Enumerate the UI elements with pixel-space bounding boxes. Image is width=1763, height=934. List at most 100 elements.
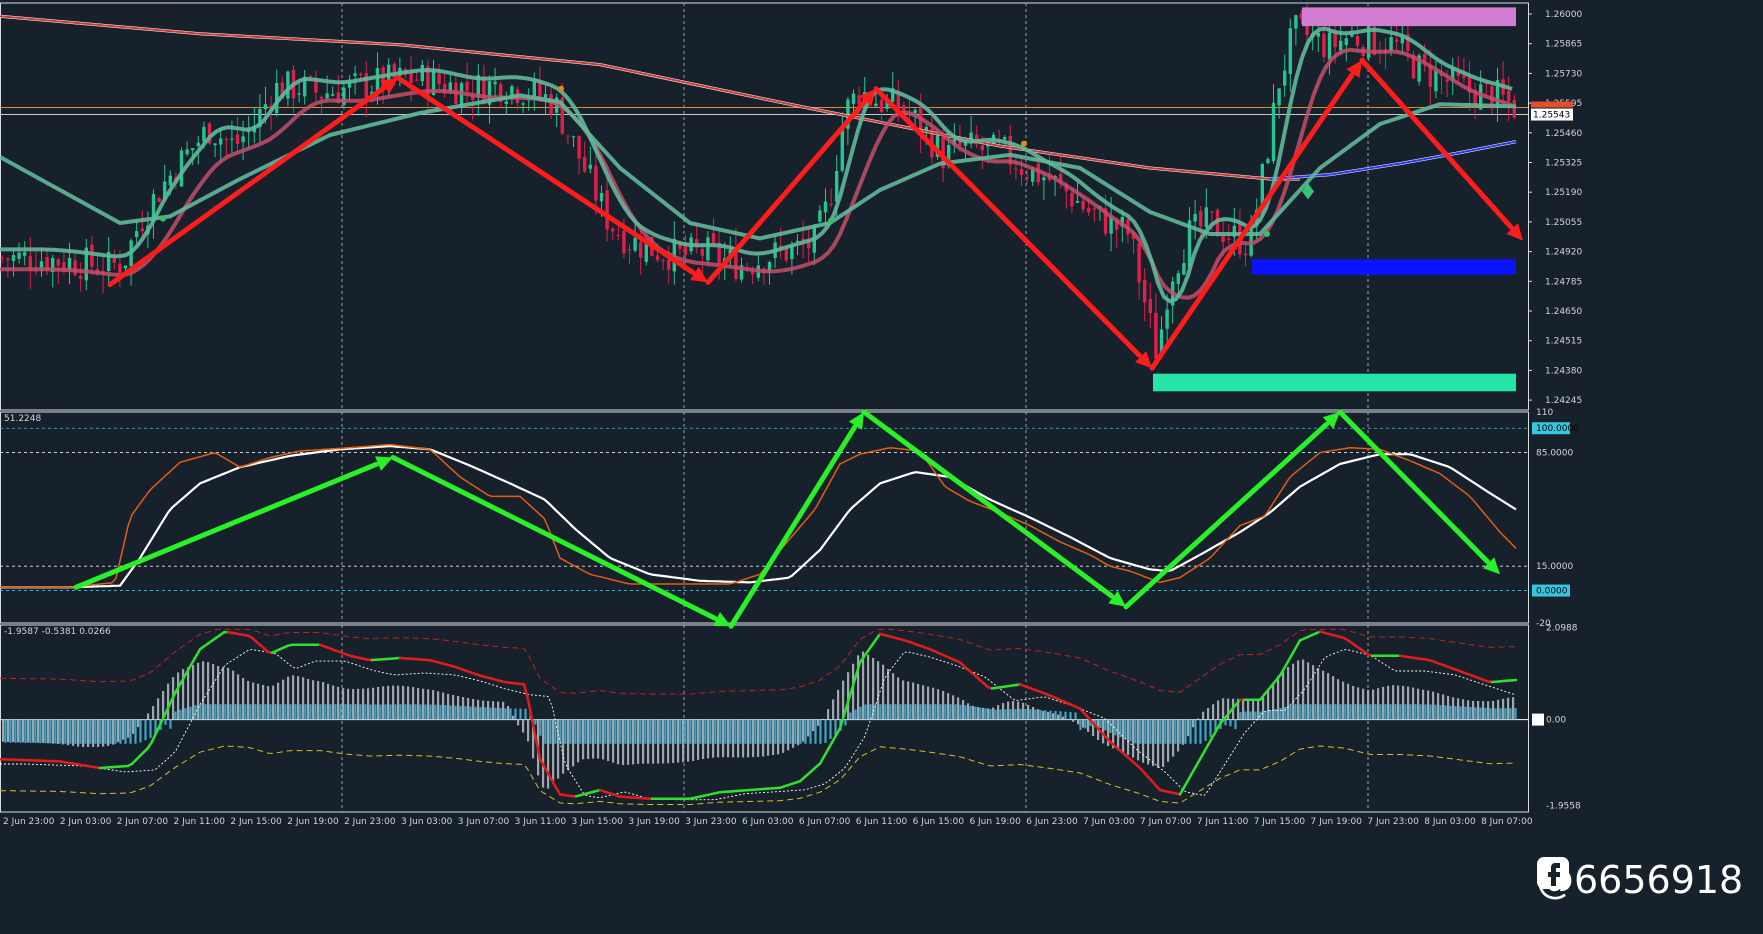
x-tick-label: 2 Jun 23:00 (344, 817, 396, 827)
hist-bar-gray (507, 705, 510, 720)
red-arrow (395, 75, 696, 275)
hist-bar-cyan (824, 719, 827, 743)
hist-bar-cyan (484, 707, 487, 720)
green-arrow (1337, 409, 1490, 564)
hist-bar-gray (1297, 660, 1300, 720)
hist-bar-cyan (14, 719, 17, 743)
hist-bar-gray (707, 719, 710, 759)
candle-body (521, 103, 525, 105)
candle-body (1199, 210, 1203, 227)
hist-bar-cyan (809, 719, 812, 744)
hist-bar-gray (1242, 699, 1245, 720)
hist-bar-cyan (714, 719, 717, 744)
candle-body (286, 71, 290, 99)
candle-body (1221, 234, 1225, 243)
hist-bar-cyan (564, 719, 567, 744)
hist-bar-gray (7, 719, 10, 742)
hist-bar-cyan (679, 719, 682, 744)
hist-bar-cyan (874, 704, 877, 720)
oscillator-segment (1294, 639, 1302, 649)
hist-bar-cyan (334, 704, 337, 720)
candle-body (661, 260, 665, 262)
hist-bar-cyan (969, 706, 972, 720)
oscillator-segment (162, 706, 170, 718)
hist-bar-gray (827, 709, 830, 720)
hist-bar-cyan (1074, 712, 1077, 720)
hist-bar-gray (307, 678, 310, 720)
hist-bar-cyan (1374, 704, 1377, 720)
hist-bar-gray (552, 719, 555, 784)
hist-bar-cyan (1384, 704, 1387, 720)
hist-bar-gray (407, 686, 410, 720)
hist-bar-cyan (109, 719, 112, 744)
candle-body (1148, 299, 1152, 314)
hist-bar-gray (807, 719, 810, 737)
candle-body (1193, 213, 1197, 222)
candle-body (583, 156, 587, 172)
oscillator-segment (554, 786, 562, 796)
hist-bar-cyan (349, 704, 352, 720)
hist-bar-cyan (1424, 704, 1427, 720)
hist-bar-gray (1367, 689, 1370, 720)
candle-body (1266, 159, 1270, 164)
hist-bar-cyan (39, 719, 42, 744)
hist-bar-gray (227, 667, 230, 720)
hist-bar-cyan (1259, 711, 1262, 720)
hist-bar-cyan (1479, 707, 1482, 720)
hist-bar-gray (472, 698, 475, 720)
candle-body (851, 93, 856, 104)
oscillator-segment (154, 723, 162, 735)
hist-bar-cyan (769, 719, 772, 744)
stoch-y-label: 15.0000 (1536, 562, 1573, 572)
x-tick-label: 6 Jun 15:00 (913, 817, 965, 827)
hist-bar-cyan (1024, 708, 1027, 720)
hist-bar-cyan (169, 719, 172, 729)
hist-bar-cyan (154, 719, 157, 735)
hist-bar-cyan (1084, 719, 1087, 729)
hist-bar-cyan (889, 704, 892, 720)
zero-box (1532, 713, 1544, 726)
hist-bar-cyan (719, 719, 722, 744)
oscillator-segment (538, 757, 546, 768)
x-tick-label: 7 Jun 19:00 (1311, 817, 1363, 827)
hist-bar-cyan (1099, 719, 1102, 728)
hist-bar-cyan (944, 704, 947, 720)
hist-bar-gray (117, 719, 120, 743)
candle-body (207, 123, 212, 144)
hist-bar-cyan (649, 719, 652, 744)
candle-body (1075, 201, 1080, 203)
candle-body (319, 96, 324, 99)
hist-bar-gray (1452, 697, 1455, 720)
green-arrow-head (375, 456, 393, 471)
hist-bar-gray (697, 719, 700, 760)
hist-bar-cyan (854, 709, 857, 720)
x-tick-label: 6 Jun 03:00 (742, 817, 794, 827)
hist-bar-gray (1227, 698, 1230, 720)
hist-bar-cyan (309, 704, 312, 720)
hist-bar-cyan (829, 719, 832, 739)
hist-bar-gray (317, 680, 320, 720)
hist-bar-gray (1157, 719, 1160, 768)
hist-bar-cyan (1159, 719, 1162, 744)
hist-bar-gray (1182, 719, 1185, 745)
hist-bar-gray (782, 719, 785, 753)
hist-bar-gray (1207, 707, 1210, 720)
hist-bar-gray (277, 682, 280, 720)
hist-bar-gray (1432, 691, 1435, 720)
hist-bar-gray (487, 700, 490, 720)
hist-bar-gray (1132, 719, 1135, 758)
price-label-box-upper (1531, 101, 1573, 108)
hist-bar-gray (1407, 686, 1410, 720)
hist-bar-cyan (1314, 704, 1317, 720)
hist-bar-cyan (1319, 704, 1322, 720)
hist-bar-cyan (534, 719, 537, 725)
green-arrow-head (1108, 590, 1126, 607)
candle-body (482, 76, 486, 104)
candle-body (588, 164, 592, 169)
x-tick-label: 7 Jun 03:00 (1083, 817, 1135, 827)
candle-body (280, 82, 284, 99)
oscillator-segment (1190, 764, 1198, 775)
hist-bar-gray (107, 719, 110, 747)
hist-bar-cyan (1014, 709, 1017, 720)
hist-bar-gray (1222, 698, 1225, 720)
